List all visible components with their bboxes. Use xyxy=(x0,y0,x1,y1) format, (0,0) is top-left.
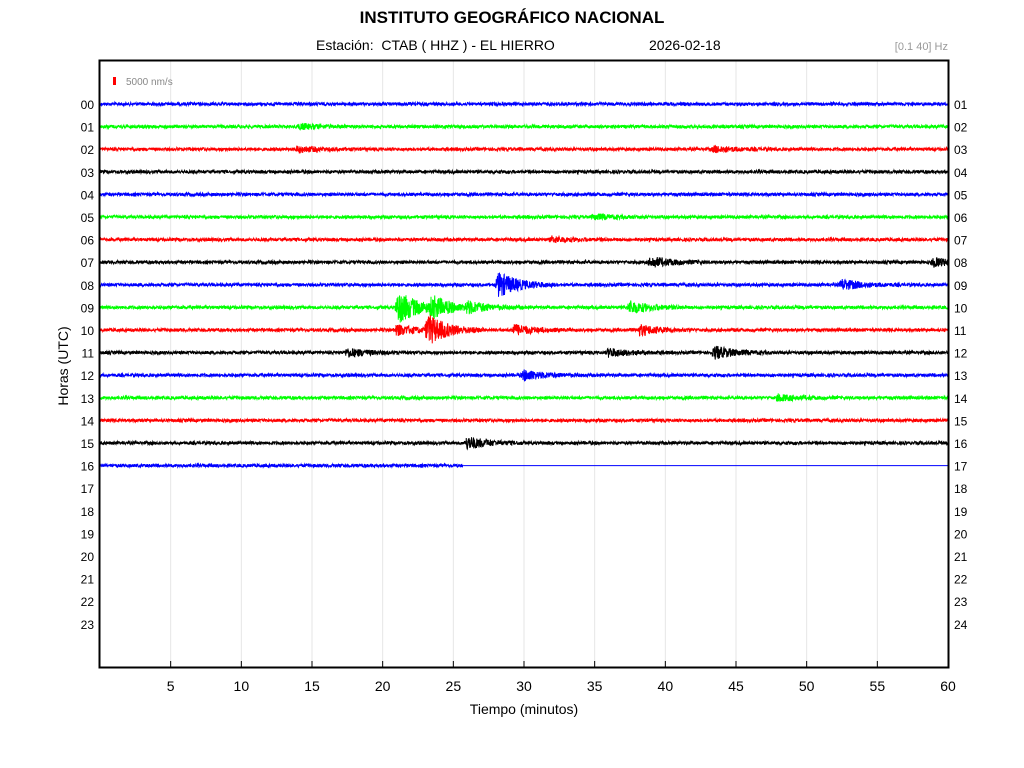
hour-label-right: 09 xyxy=(954,279,968,293)
trace-hour-02 xyxy=(99,144,949,154)
x-axis: 5 10 15 20 25 30 35 40 45 50 55 60 xyxy=(167,661,956,694)
x-tick-label: 25 xyxy=(446,678,462,694)
hour-label-right: 24 xyxy=(954,618,968,632)
hour-label-right: 12 xyxy=(954,347,968,361)
hour-label-left: 06 xyxy=(81,234,95,248)
trace-hour-05 xyxy=(99,212,949,222)
hour-label-right: 11 xyxy=(954,324,967,338)
hour-label-left: 12 xyxy=(81,369,95,383)
hour-label-left: 21 xyxy=(81,573,95,587)
hour-label-left: 00 xyxy=(81,98,95,112)
hour-label-right: 19 xyxy=(954,505,968,519)
hour-label-right: 08 xyxy=(954,256,968,270)
trace-hour-01 xyxy=(99,122,949,131)
station-label: Estación: CTAB ( HHZ ) - EL HIERRO xyxy=(316,37,555,53)
hour-label-left: 07 xyxy=(81,256,95,270)
trace-hour-00 xyxy=(99,100,949,108)
hour-label-right: 15 xyxy=(954,414,968,428)
hour-labels: 00 01 02 03 04 05 06 07 08 09 10 11 12 13 14 15 16 17 18 19… xyxy=(81,98,968,632)
hour-label-right: 23 xyxy=(954,595,968,609)
x-tick-label: 5 xyxy=(167,678,175,694)
grid-lines xyxy=(170,61,878,667)
trace-hour-13 xyxy=(99,393,949,403)
hour-label-left: 19 xyxy=(81,527,95,541)
trace-hour-12 xyxy=(99,369,949,382)
y-axis-label: Horas (UTC) xyxy=(55,326,71,405)
x-tick-label: 20 xyxy=(375,678,391,694)
trace-hour-04 xyxy=(99,190,949,198)
hour-label-right: 10 xyxy=(954,301,968,315)
hour-label-right: 04 xyxy=(954,166,968,180)
hour-label-right: 01 xyxy=(954,98,968,112)
hour-label-right: 16 xyxy=(954,437,968,451)
hour-label-left: 13 xyxy=(81,392,95,406)
hour-label-left: 17 xyxy=(81,482,95,496)
hour-label-right: 03 xyxy=(954,143,968,157)
hour-label-left: 20 xyxy=(81,550,95,564)
trace-hour-09 xyxy=(99,295,949,323)
hour-label-right: 07 xyxy=(954,234,968,248)
hour-label-left: 04 xyxy=(81,188,95,202)
x-tick-label: 15 xyxy=(304,678,320,694)
trace-hour-14 xyxy=(99,416,949,424)
hour-label-left: 10 xyxy=(81,324,95,338)
page-title: INSTITUTO GEOGRÁFICO NACIONAL xyxy=(359,8,665,27)
hour-label-left: 18 xyxy=(81,505,95,519)
trace-hour-07 xyxy=(99,256,949,268)
hour-label-left: 02 xyxy=(81,143,95,157)
hour-label-left: 11 xyxy=(82,347,95,361)
x-tick-label: 60 xyxy=(940,678,956,694)
hour-label-left: 23 xyxy=(81,618,95,632)
hour-label-left: 15 xyxy=(81,437,95,451)
hour-label-left: 14 xyxy=(81,414,95,428)
seismic-traces xyxy=(99,100,949,470)
trace-hour-11 xyxy=(99,345,949,360)
scale-bar-label: 5000 nm/s xyxy=(126,77,173,88)
hour-label-right: 14 xyxy=(954,392,968,406)
hour-label-right: 02 xyxy=(954,121,968,135)
hour-label-left: 16 xyxy=(81,460,95,474)
date-label: 2026-02-18 xyxy=(649,37,721,53)
hour-label-right: 20 xyxy=(954,527,968,541)
hour-label-right: 05 xyxy=(954,188,968,202)
hour-label-right: 21 xyxy=(954,550,968,564)
x-tick-label: 40 xyxy=(658,678,674,694)
filter-label: [0.1 40] Hz xyxy=(894,41,948,53)
plot-frame xyxy=(98,59,950,669)
trace-hour-16 xyxy=(99,462,464,470)
hour-label-left: 08 xyxy=(81,279,95,293)
hour-label-right: 17 xyxy=(954,460,968,474)
x-tick-label: 50 xyxy=(799,678,815,694)
trace-hour-10 xyxy=(99,315,949,344)
hour-label-right: 06 xyxy=(954,211,968,225)
trace-hour-08 xyxy=(99,272,949,297)
scale-bar: 5000 nm/s xyxy=(113,77,173,88)
x-axis-label: Tiempo (minutos) xyxy=(470,701,578,717)
hour-label-left: 01 xyxy=(81,121,95,135)
trace-hour-15 xyxy=(99,437,949,451)
hour-label-right: 18 xyxy=(954,482,968,496)
scale-bar-mark xyxy=(113,77,116,85)
x-tick-label: 30 xyxy=(516,678,532,694)
x-tick-label: 10 xyxy=(234,678,250,694)
hour-label-left: 09 xyxy=(81,301,95,315)
x-tick-label: 55 xyxy=(870,678,886,694)
hour-label-left: 05 xyxy=(81,211,95,225)
trace-hour-03 xyxy=(99,168,949,176)
hour-label-right: 13 xyxy=(954,369,968,383)
hour-label-right: 22 xyxy=(954,573,968,587)
x-tick-label: 45 xyxy=(728,678,744,694)
hour-label-left: 03 xyxy=(81,166,95,180)
trace-hour-06 xyxy=(99,234,949,244)
x-tick-label: 35 xyxy=(587,678,603,694)
hour-label-left: 22 xyxy=(81,595,95,609)
